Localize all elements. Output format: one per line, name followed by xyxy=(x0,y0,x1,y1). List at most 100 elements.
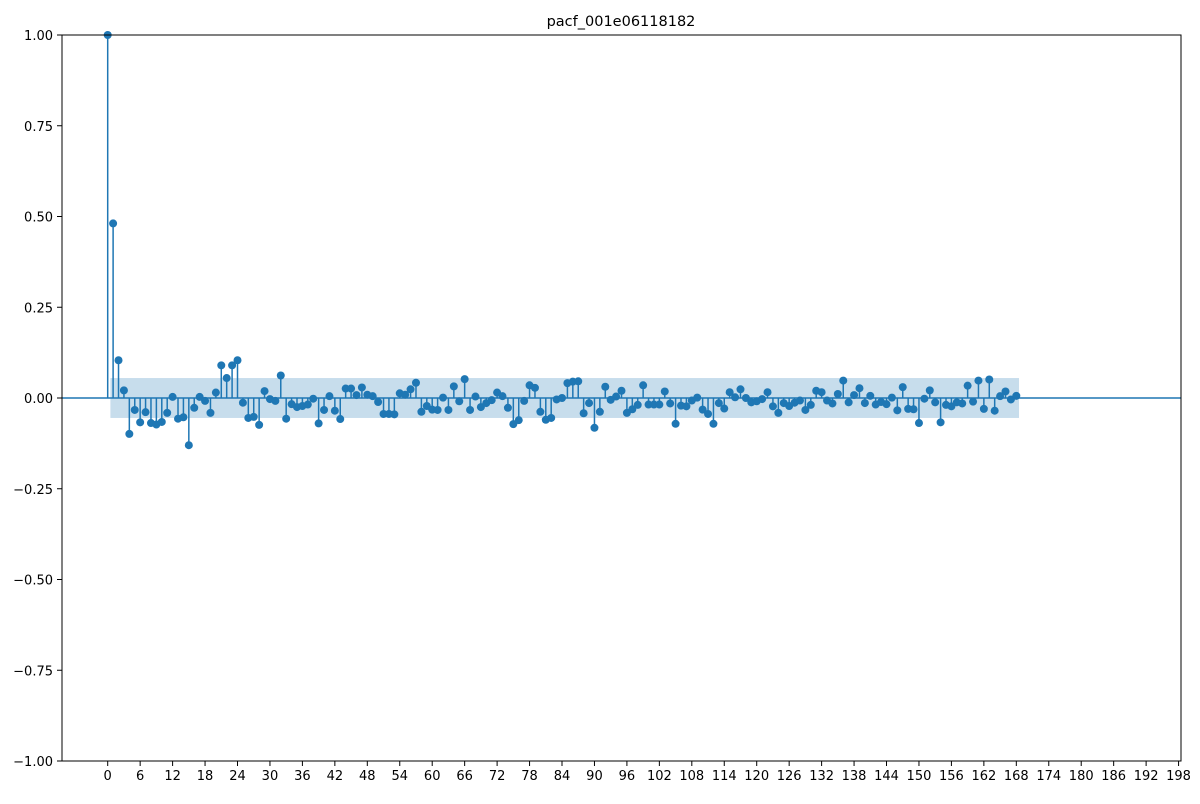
x-tick-label: 198 xyxy=(1166,769,1191,784)
stem-marker xyxy=(330,406,339,415)
x-tick-label: 84 xyxy=(554,769,571,784)
stem-marker xyxy=(817,388,826,397)
x-tick-label: 12 xyxy=(164,769,181,784)
stem-marker xyxy=(720,404,729,413)
stem-marker xyxy=(666,399,675,408)
x-tick-label: 180 xyxy=(1069,769,1094,784)
stem-marker xyxy=(909,405,918,414)
stem-marker xyxy=(595,407,604,416)
x-tick-label: 0 xyxy=(104,769,112,784)
stem-marker xyxy=(774,408,783,417)
stem-marker xyxy=(352,391,361,400)
x-tick-label: 162 xyxy=(971,769,996,784)
stem-marker xyxy=(119,386,128,395)
stem-marker xyxy=(655,400,664,409)
x-tick-label: 114 xyxy=(712,769,737,784)
stem-marker xyxy=(357,383,366,392)
stem-marker xyxy=(336,415,345,424)
stem-marker xyxy=(401,390,410,399)
y-tick-label: −0.75 xyxy=(13,664,53,679)
stem-marker xyxy=(130,405,139,414)
stem-marker xyxy=(763,388,772,397)
stem-marker xyxy=(233,356,242,365)
x-tick-label: 138 xyxy=(842,769,867,784)
stem-marker xyxy=(698,405,707,414)
stem-marker xyxy=(536,407,545,416)
stem-marker xyxy=(347,384,356,393)
stem-marker xyxy=(628,405,637,414)
x-tick-label: 156 xyxy=(939,769,964,784)
x-tick-label: 18 xyxy=(197,769,214,784)
stem-marker xyxy=(460,375,469,384)
stem-marker xyxy=(228,361,237,370)
x-tick-label: 90 xyxy=(586,769,603,784)
stem-marker xyxy=(925,386,934,395)
stem-marker xyxy=(828,399,837,408)
stem-marker xyxy=(163,408,172,417)
x-tick-label: 60 xyxy=(424,769,441,784)
stem-marker xyxy=(882,400,891,409)
x-tick-label: 102 xyxy=(647,769,672,784)
x-tick-label: 48 xyxy=(359,769,376,784)
stem-marker xyxy=(374,397,383,406)
stem-marker xyxy=(601,382,610,391)
stem-marker xyxy=(974,376,983,385)
stem-marker xyxy=(714,399,723,408)
stem-marker xyxy=(768,402,777,411)
stem-marker xyxy=(249,412,258,421)
x-tick-label: 96 xyxy=(619,769,636,784)
stem-marker xyxy=(758,395,767,404)
stem-marker xyxy=(314,419,323,428)
stem-marker xyxy=(709,419,718,428)
stem-marker xyxy=(579,409,588,418)
stem-marker xyxy=(303,400,312,409)
stem-marker xyxy=(806,400,815,409)
stem-marker xyxy=(466,405,475,414)
stem-marker xyxy=(725,388,734,397)
stem-marker xyxy=(963,381,972,390)
x-tick-label: 150 xyxy=(907,769,932,784)
x-tick-label: 36 xyxy=(294,769,311,784)
y-tick-label: 0.75 xyxy=(24,120,53,135)
stem-marker xyxy=(390,410,399,419)
stem-marker xyxy=(184,441,193,450)
x-tick-label: 186 xyxy=(1101,769,1126,784)
stem-marker xyxy=(168,392,177,401)
stem-marker xyxy=(271,396,280,405)
stem-marker xyxy=(617,386,626,395)
stem-marker xyxy=(433,405,442,414)
stem-marker xyxy=(109,219,118,228)
stem-marker xyxy=(455,397,464,406)
stem-marker xyxy=(222,374,231,383)
stem-marker xyxy=(969,397,978,406)
stem-marker xyxy=(255,420,264,429)
stem-marker xyxy=(471,392,480,401)
stem-marker xyxy=(860,399,869,408)
stem-marker xyxy=(936,418,945,427)
x-tick-label: 126 xyxy=(777,769,802,784)
stem-marker xyxy=(590,423,599,432)
stem-marker xyxy=(206,408,215,417)
y-tick-label: −0.50 xyxy=(13,574,53,589)
stem-marker xyxy=(125,429,134,438)
stem-marker xyxy=(736,385,745,394)
stem-marker xyxy=(671,419,680,428)
stem-marker xyxy=(633,400,642,409)
stem-marker xyxy=(985,375,994,384)
x-tick-label: 6 xyxy=(136,769,144,784)
stem-marker xyxy=(498,392,507,401)
stem-marker xyxy=(520,396,529,405)
stem-marker xyxy=(990,406,999,415)
stem-marker xyxy=(211,388,220,397)
stem-marker xyxy=(844,398,853,407)
stem-marker xyxy=(660,387,669,396)
stem-marker xyxy=(914,419,923,428)
stem-marker xyxy=(503,403,512,412)
stem-marker xyxy=(855,384,864,393)
x-tick-label: 144 xyxy=(874,769,899,784)
stem-marker xyxy=(406,385,415,394)
x-tick-label: 168 xyxy=(1004,769,1029,784)
stem-marker xyxy=(190,403,199,412)
stem-marker xyxy=(276,371,285,380)
